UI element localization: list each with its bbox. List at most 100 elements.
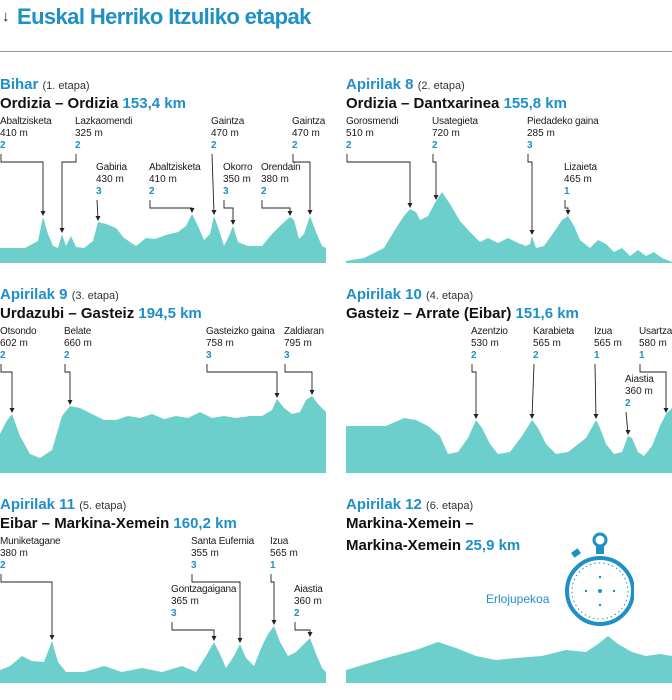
climb-category: 2 <box>292 140 298 151</box>
stage-6-panel: Apirilak 12 (6. etapa) Markina-Xemein – … <box>346 496 672 696</box>
climb-name: Izua <box>594 326 613 337</box>
climb-name: Gaintza <box>292 116 326 127</box>
climb-leader-line <box>191 574 241 642</box>
climb-elevation: 410 m <box>0 128 28 139</box>
elevation-profile <box>0 153 326 263</box>
climb-name: Azentzio <box>471 326 508 337</box>
climb-leader-line <box>639 364 667 412</box>
climb-leader-line <box>531 363 535 419</box>
profile-area <box>346 636 672 683</box>
climb-category: 3 <box>527 140 533 151</box>
climb-arrowhead <box>67 400 73 405</box>
climb-leader-line <box>64 364 71 404</box>
climb-elevation: 325 m <box>75 128 103 139</box>
climb-arrowhead <box>307 632 313 637</box>
stage-route: Markina-Xemein 25,9 km <box>346 537 521 554</box>
stage-date: Apirilak 9 (3. etapa) <box>0 286 119 303</box>
climb-leader-line <box>292 154 311 214</box>
climb-name: Gabiria <box>96 162 127 173</box>
climb-name: Orendain <box>261 162 301 173</box>
stopwatch-icon <box>565 532 634 626</box>
climb-category: 3 <box>223 186 229 197</box>
climb-name: Izua <box>270 536 289 547</box>
climb-elevation: 365 m <box>171 596 199 607</box>
elevation-profile <box>346 154 672 263</box>
climb-leader-line <box>527 154 533 234</box>
profile-area <box>0 214 326 263</box>
climb-arrowhead <box>189 208 195 213</box>
climb-arrowhead <box>309 390 315 395</box>
climb-name: Abaltzisketa <box>149 162 201 173</box>
climb-name: Santa Eufemia <box>191 536 254 547</box>
climb-elevation: 565 m <box>594 338 622 349</box>
climb-elevation: 510 m <box>346 128 374 139</box>
climb-name: Zaldiaran <box>284 326 324 337</box>
profile-area <box>346 192 672 263</box>
climb-leader-line <box>0 574 53 639</box>
climb-elevation: 380 m <box>0 548 28 559</box>
stage-3-panel: Apirilak 9 (3. etapa) Urdazubi – Gasteiz… <box>0 286 326 486</box>
climb-arrowhead <box>40 211 46 216</box>
stage-route: Urdazubi – Gasteiz 194,5 km <box>0 305 202 322</box>
climb-name: Aiastia <box>294 584 323 595</box>
stage-number: (6. etapa) <box>426 500 474 512</box>
elevation-profile <box>0 574 326 683</box>
climb-category: 2 <box>346 140 352 151</box>
climb-category: 2 <box>149 186 155 197</box>
climb-elevation: 720 m <box>432 128 460 139</box>
climb-name: Karabieta <box>533 326 575 337</box>
profile-area <box>0 626 326 683</box>
stage-number: (4. etapa) <box>426 290 474 302</box>
elevation-profile <box>346 363 672 473</box>
climb-arrowhead <box>211 636 217 641</box>
climb-elevation: 565 m <box>533 338 561 349</box>
climb-leader-line <box>0 154 44 215</box>
climb-elevation: 285 m <box>527 128 555 139</box>
stage-number: (5. etapa) <box>79 500 127 512</box>
climb-category: 2 <box>75 140 81 151</box>
stage-4-panel: Apirilak 10 (4. etapa) Gasteiz – Arrate … <box>346 286 672 486</box>
stage-distance: 151,6 km <box>515 305 579 322</box>
page-title: Euskal Herriko Itzuliko etapak <box>17 4 311 29</box>
climb-elevation: 360 m <box>294 596 322 607</box>
stage-distance: 25,9 km <box>465 537 521 554</box>
climb-arrowhead <box>237 638 243 643</box>
climb-elevation: 758 m <box>206 338 234 349</box>
climb-name: Abaltzisketa <box>0 116 52 127</box>
stage-distance: 155,8 km <box>503 95 567 112</box>
climb-elevation: 380 m <box>261 174 289 185</box>
climb-category: 3 <box>191 560 197 571</box>
stage-distance: 153,4 km <box>122 95 186 112</box>
climb-elevation: 410 m <box>149 174 177 185</box>
stage-route: Eibar – Markina-Xemein 160,2 km <box>0 515 237 532</box>
climb-name: Usartza <box>639 326 672 337</box>
climb-arrowhead <box>59 228 65 233</box>
climb-elevation: 602 m <box>0 338 28 349</box>
stage-route: Ordizia – Dantxarinea 155,8 km <box>346 95 567 112</box>
climb-leader-line <box>594 363 597 419</box>
climb-name: Usategieta <box>432 116 478 127</box>
stage-1-panel: Bihar (1. etapa) Ordizia – Ordizia 153,4… <box>0 76 326 276</box>
stage-distance: 194,5 km <box>138 305 202 322</box>
climb-category: 2 <box>533 350 539 361</box>
climb-elevation: 470 m <box>292 128 320 139</box>
climb-category: 2 <box>432 140 438 151</box>
climb-arrowhead <box>593 414 599 419</box>
climb-name: Belate <box>64 326 92 337</box>
climb-arrowhead <box>9 408 15 413</box>
climb-leader-line <box>270 574 275 624</box>
climb-leader-line <box>0 364 13 412</box>
